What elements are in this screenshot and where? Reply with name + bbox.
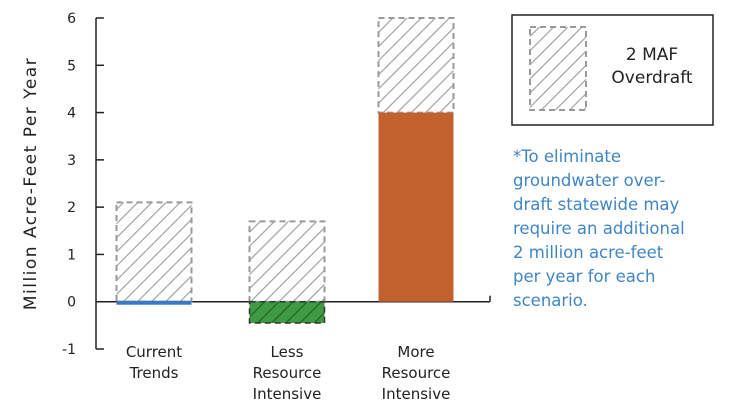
footnote-line: 2 million acre-feet bbox=[513, 243, 664, 262]
x-category-label: Current Trends bbox=[126, 343, 182, 382]
y-tick-label: 1 bbox=[67, 247, 76, 263]
footnote-line: require an additional bbox=[513, 219, 685, 238]
footnote-line: draft statewide may bbox=[513, 195, 680, 214]
x-category-label: Less Resource Intensive bbox=[253, 343, 322, 403]
y-tick-label: 3 bbox=[67, 153, 76, 169]
y-tick-label: 2 bbox=[67, 200, 76, 216]
more-resource-intensive-overdraft-bar bbox=[377, 17, 455, 114]
footnote-line: groundwater over- bbox=[513, 171, 666, 190]
current-trends-bar bbox=[116, 300, 192, 305]
footnote-line: scenario. bbox=[513, 291, 588, 310]
footnote-line: *To eliminate bbox=[513, 147, 622, 166]
less-resource-intensive-bar bbox=[248, 300, 326, 324]
x-category-label: More Resource Intensive bbox=[382, 343, 451, 403]
footnote-line: per year for each bbox=[513, 267, 656, 286]
legend-swatch-overdraft bbox=[529, 26, 587, 111]
y-tick-label: 0 bbox=[67, 295, 76, 311]
legend-label-overdraft: 2 MAF Overdraft bbox=[611, 45, 692, 88]
y-tick-label: 6 bbox=[67, 11, 76, 27]
y-axis-title: Million Acre-Feet Per Year bbox=[21, 57, 41, 310]
y-tick-label: 5 bbox=[67, 58, 76, 74]
less-resource-intensive-overdraft-bar bbox=[248, 220, 326, 303]
current-trends-overdraft-bar bbox=[115, 201, 193, 303]
y-tick-label: 4 bbox=[67, 106, 76, 122]
y-tick-label: -1 bbox=[62, 342, 76, 358]
overdraft-footnote: *To eliminate groundwater over-draft stat… bbox=[513, 145, 728, 313]
more-resource-intensive-bar bbox=[378, 112, 454, 302]
